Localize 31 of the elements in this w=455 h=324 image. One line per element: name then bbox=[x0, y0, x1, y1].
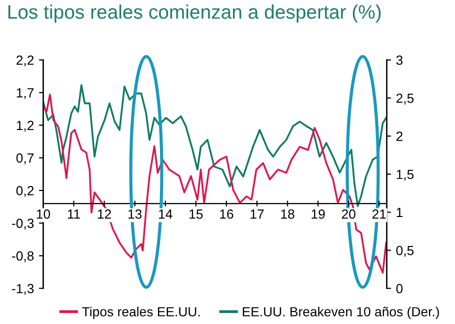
y2-tick-label: 0 bbox=[396, 284, 403, 294]
x-tick-label: 15 bbox=[190, 210, 203, 219]
y-tick-label: 0,7 bbox=[16, 153, 34, 164]
x-tick-label: 21 bbox=[372, 209, 386, 219]
y-tick-label: -0,8 bbox=[12, 251, 34, 262]
x-tick-label: 13 bbox=[128, 209, 142, 219]
x-tick-label: 19 bbox=[312, 209, 325, 219]
y2-tick-label: 3 bbox=[396, 56, 403, 65]
y-tick-label: -1,3 bbox=[12, 284, 34, 295]
y2-tick-label: 2,5 bbox=[396, 94, 414, 104]
x-tick-label: 17 bbox=[250, 210, 264, 219]
legend-label: Tipos reales EE.UU. bbox=[82, 306, 200, 320]
y2-tick-label: 1,5 bbox=[396, 170, 414, 181]
x-tick-label: 16 bbox=[220, 209, 234, 219]
x-tick-label: 11 bbox=[68, 210, 80, 219]
y2-tick-label: 2 bbox=[396, 132, 402, 141]
legend-label: EE.UU. Breakeven 10 años (Der.) bbox=[242, 306, 439, 320]
x-tick-label: 20 bbox=[342, 209, 356, 219]
x-tick-label: 12 bbox=[98, 209, 111, 219]
y-tick-label: -0,3 bbox=[12, 218, 34, 230]
y-tick-label: 2,2 bbox=[16, 56, 34, 66]
x-tick-label: 10 bbox=[36, 209, 50, 219]
y-tick-label: 1,2 bbox=[16, 120, 34, 132]
x-tick-label: 18 bbox=[281, 209, 294, 219]
y-tick-label: 1,7 bbox=[16, 88, 34, 100]
line-series bbox=[43, 84, 387, 208]
x-tick-label: 14 bbox=[159, 210, 172, 219]
chart-title: Los tipos reales comienzan a despertar (%) bbox=[8, 4, 381, 23]
y-tick-label: 0,2 bbox=[16, 186, 34, 197]
y2-tick-label: 0,5 bbox=[396, 246, 414, 257]
y2-tick-label: 1 bbox=[396, 208, 402, 217]
